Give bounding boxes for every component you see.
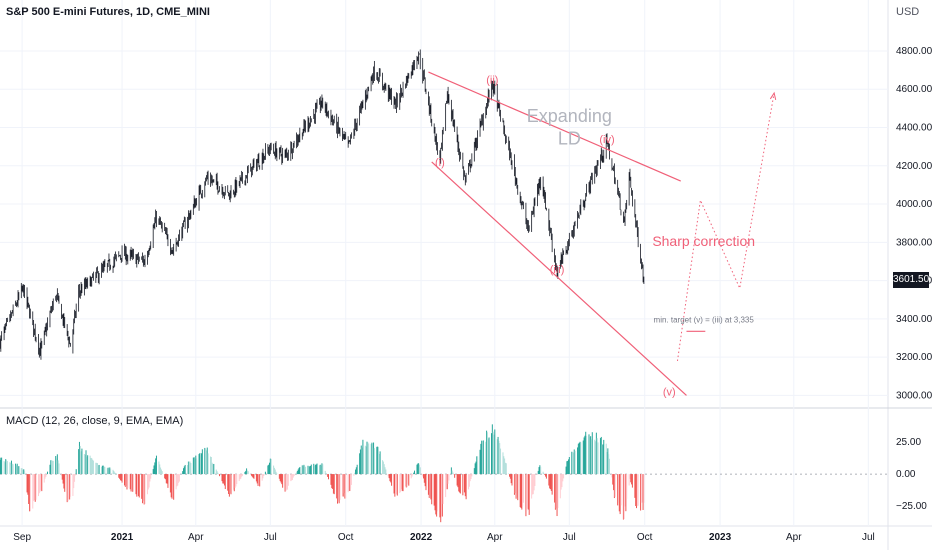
time-tick-label: Jul: [264, 532, 277, 543]
price-tick-label: 4800.00: [896, 46, 932, 57]
trendline: [431, 161, 687, 396]
time-tick-label: Jul: [563, 532, 576, 543]
macd-tick-label: 25.00: [896, 437, 921, 448]
time-tick-label: 2022: [410, 532, 433, 543]
time-tick-label: Sep: [13, 532, 31, 543]
time-tick-label: Apr: [786, 532, 802, 543]
annotation-label: (ii): [486, 74, 498, 86]
annotation-label: (i): [435, 157, 445, 169]
last-price-tag: 3601.50: [893, 272, 929, 288]
time-tick-label: 2021: [111, 532, 134, 543]
annotations: (i) (ii) (iii) (iv) (v) Expanding LD Sharp corr…: [435, 74, 755, 398]
price-bars: [0, 49, 645, 360]
macd-tick-label: −25.00: [896, 501, 927, 512]
price-tick-label: 3000.00: [896, 390, 932, 401]
projection-path: [676, 92, 775, 362]
price-tick-label: 3200.00: [896, 352, 932, 363]
time-axis[interactable]: Sep 2021 Apr Jul Oct 2022 Apr Jul Oct 2023 Apr Jul: [13, 532, 875, 543]
symbol-title[interactable]: S&P 500 E-mini Futures, 1D, CME_MINI: [6, 6, 210, 18]
trendline: [428, 71, 681, 182]
price-tick-label: 4400.00: [896, 123, 932, 134]
price-tick-label: 4000.00: [896, 199, 932, 210]
annotation-label: Expanding: [527, 106, 612, 126]
annotation-label: min. target (v) = (iii) at 3,335: [654, 316, 755, 325]
annotation-label: (iii): [550, 264, 565, 276]
price-axis[interactable]: 3000.003200.003400.003600.003800.004000.…: [896, 46, 932, 401]
macd-axis: 25.00 0.00 −25.00: [896, 437, 927, 512]
price-tick-label: 4200.00: [896, 161, 932, 172]
annotation-label: (iv): [599, 134, 614, 146]
time-tick-label: Jul: [862, 532, 875, 543]
time-tick-label: 2023: [709, 532, 732, 543]
time-tick-label: Apr: [487, 532, 503, 543]
macd-tick-label: 0.00: [896, 469, 916, 480]
annotation-label: (v): [663, 386, 676, 398]
time-tick-label: Oct: [637, 532, 653, 543]
annotation-label: Sharp correction: [652, 233, 755, 249]
currency-label: USD: [896, 6, 920, 18]
trendlines: [428, 71, 777, 396]
macd-histogram: [0, 424, 888, 523]
time-tick-label: Apr: [188, 532, 204, 543]
macd-indicator-label[interactable]: MACD (12, 26, close, 9, EMA, EMA): [6, 415, 184, 427]
time-tick-label: Oct: [338, 532, 354, 543]
price-tick-label: 3400.00: [896, 314, 932, 325]
price-tick-label: 3800.00: [896, 237, 932, 248]
annotation-label: LD: [558, 129, 581, 149]
price-tick-label: 4600.00: [896, 84, 932, 95]
projection-arrowhead: [769, 91, 777, 101]
